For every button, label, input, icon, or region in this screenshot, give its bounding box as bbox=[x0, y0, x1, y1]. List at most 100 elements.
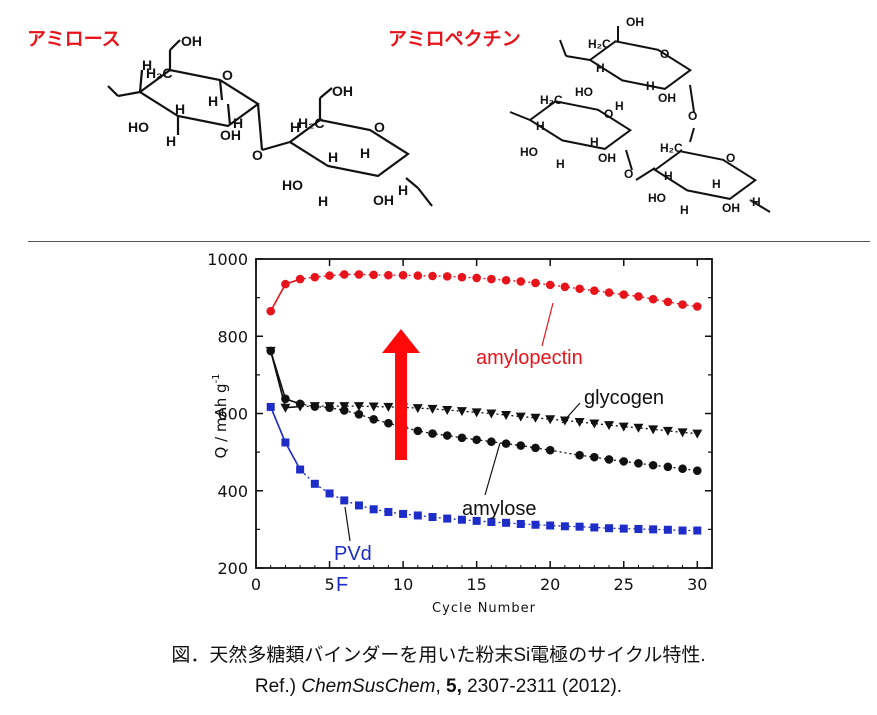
data-point bbox=[383, 402, 394, 412]
atom-h: H bbox=[646, 79, 655, 93]
data-point bbox=[413, 426, 423, 436]
atom-o: O bbox=[222, 67, 233, 83]
data-point bbox=[413, 271, 423, 280]
data-point bbox=[619, 290, 629, 299]
data-point bbox=[487, 274, 496, 284]
annot-pvdf-f: F bbox=[336, 574, 348, 596]
data-point bbox=[442, 406, 453, 416]
series-PVdF bbox=[266, 402, 702, 535]
data-point bbox=[384, 270, 393, 280]
y-tick-label: 200 bbox=[217, 559, 248, 578]
data-point bbox=[516, 519, 525, 528]
data-point bbox=[428, 271, 437, 281]
axis-ticks: 200 400 600 800 1000 0 5 10 15 20 25 30 bbox=[207, 250, 712, 594]
cycle-chart: 200 400 600 800 1000 0 5 10 15 20 25 30 Q / mAh g-1… bbox=[207, 250, 713, 616]
data-point bbox=[501, 439, 511, 448]
data-point bbox=[384, 418, 393, 428]
data-point bbox=[619, 457, 629, 466]
data-point bbox=[340, 496, 349, 505]
ref-pages: 2307-2311 (2012). bbox=[461, 676, 623, 697]
atom-oh: OH bbox=[332, 83, 353, 99]
data-point bbox=[325, 489, 334, 498]
data-point bbox=[339, 406, 349, 415]
annot-leader bbox=[541, 302, 554, 347]
bond bbox=[509, 111, 531, 121]
data-point bbox=[663, 462, 673, 472]
data-point bbox=[545, 415, 556, 425]
data-point bbox=[692, 466, 702, 475]
improvement-arrow bbox=[382, 329, 420, 460]
data-point bbox=[619, 524, 628, 533]
data-point bbox=[575, 450, 584, 460]
data-point bbox=[575, 284, 584, 294]
data-point bbox=[487, 518, 496, 527]
data-point bbox=[618, 422, 629, 432]
data-point bbox=[575, 522, 584, 531]
atom-o: O bbox=[688, 109, 697, 123]
data-point bbox=[427, 404, 438, 414]
data-point bbox=[546, 521, 555, 530]
data-point bbox=[501, 411, 512, 421]
data-point bbox=[648, 294, 658, 304]
data-point bbox=[399, 509, 408, 518]
atom-h: H bbox=[142, 57, 152, 73]
atom-h2c: H₂C bbox=[540, 93, 563, 107]
bond bbox=[117, 90, 141, 98]
data-point bbox=[634, 459, 643, 468]
bond bbox=[218, 79, 224, 101]
data-point bbox=[295, 274, 305, 284]
atom-oh: OH bbox=[220, 127, 241, 143]
data-point bbox=[516, 441, 526, 450]
data-point bbox=[325, 403, 334, 413]
atom-h: H bbox=[556, 157, 565, 171]
data-point bbox=[281, 438, 290, 447]
data-point bbox=[678, 300, 687, 309]
data-point bbox=[310, 402, 320, 411]
data-point bbox=[678, 526, 687, 535]
annot-leader bbox=[561, 402, 581, 424]
data-point bbox=[428, 513, 437, 522]
bond bbox=[226, 103, 232, 126]
data-point bbox=[296, 465, 305, 474]
annot-glycogen: glycogen bbox=[584, 387, 664, 409]
data-point bbox=[559, 416, 570, 426]
data-point bbox=[471, 408, 482, 418]
y-tick-label: 800 bbox=[217, 327, 248, 346]
bond bbox=[565, 55, 591, 61]
data-point bbox=[649, 525, 658, 534]
atom-h: H bbox=[208, 93, 218, 109]
data-point bbox=[310, 272, 320, 282]
amylose-jp-label: アミロース bbox=[27, 28, 121, 50]
bond bbox=[138, 69, 144, 93]
x-tick-label: 0 bbox=[251, 575, 261, 594]
y-tick-label: 600 bbox=[217, 405, 248, 424]
atom-o: O bbox=[624, 167, 633, 181]
annot-amylopectin: amylopectin bbox=[476, 347, 583, 369]
data-point bbox=[428, 429, 437, 438]
ref-sep: , bbox=[435, 676, 447, 697]
atom-h: H bbox=[752, 195, 761, 209]
data-point bbox=[530, 413, 541, 423]
data-point bbox=[604, 421, 615, 431]
atom-ho: HO bbox=[648, 191, 666, 205]
bond bbox=[417, 187, 433, 207]
data-point bbox=[339, 270, 349, 279]
data-point bbox=[487, 437, 496, 446]
data-point bbox=[281, 394, 290, 404]
atom-h: H bbox=[590, 135, 599, 149]
atom-oh: OH bbox=[722, 201, 740, 215]
atom-oh: OH bbox=[181, 33, 202, 49]
y-tick-label: 400 bbox=[217, 482, 248, 501]
annot-leader bbox=[344, 506, 351, 542]
data-point bbox=[515, 412, 526, 422]
atom-ho: HO bbox=[575, 85, 593, 99]
data-point bbox=[693, 526, 702, 535]
data-point bbox=[295, 399, 305, 409]
atom-h: H bbox=[318, 193, 328, 209]
ring-bond bbox=[653, 150, 758, 200]
data-point bbox=[369, 270, 378, 280]
